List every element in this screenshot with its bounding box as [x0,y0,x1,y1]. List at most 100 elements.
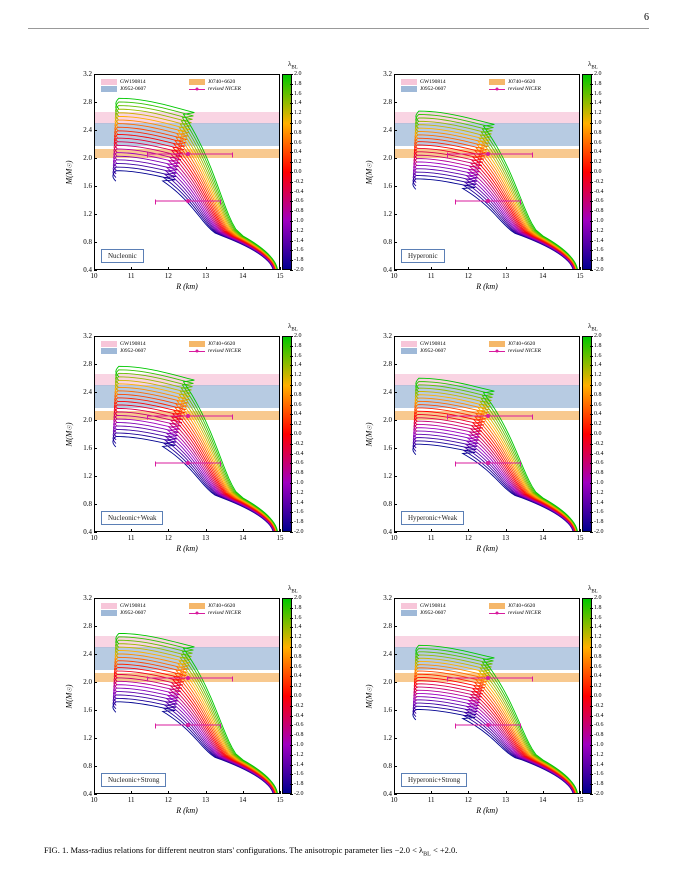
colorbar-tick-label: -1.8 [594,257,604,263]
mr-panel: λBLGW190814J0740+6620J0952-0607revised N… [60,320,330,568]
y-tick-label: 1.6 [78,706,92,714]
y-tick-label: 3.2 [378,70,392,78]
x-tick-label: 15 [277,796,284,804]
colorbar-tick-label: -1.0 [594,742,604,748]
legend-swatch [101,79,117,85]
colorbar-tick-label: 1.0 [594,382,602,388]
y-tick-label: 0.8 [378,500,392,508]
legend-label: J0952-0607 [120,610,146,616]
x-tick-label: 12 [165,534,172,542]
colorbar-tick-label: 1.6 [594,353,602,359]
y-tick-label: 0.4 [378,266,392,274]
colorbar-tick-label: 1.0 [294,382,302,388]
x-tick-label: 11 [128,796,135,804]
legend-swatch [401,86,417,92]
legend-item: revised NICER [189,86,273,92]
legend-marker-icon [489,610,505,616]
x-tick-label: 11 [428,534,435,542]
y-axis-label: M(M☉) [362,598,376,794]
colorbar-ticks: 2.01.81.61.41.21.00.80.60.40.20.0-0.2-0.… [294,598,322,794]
colorbar-tick-label: -1.6 [594,771,604,777]
x-tick-label: 14 [539,796,546,804]
y-tick-label: 0.4 [378,528,392,536]
legend-swatch [489,603,505,609]
legend-label: revised NICER [508,610,541,616]
legend-item: GW190814 [401,603,485,609]
plot-area: GW190814J0740+6620J0952-0607revised NICE… [94,336,280,532]
y-tick-label: 2.4 [378,126,392,134]
legend-label: J0952-0607 [120,348,146,354]
colorbar-tick-label: -0.8 [594,208,604,214]
colorbar-ticks: 2.01.81.61.41.21.00.80.60.40.20.0-0.2-0.… [294,74,322,270]
colorbar-tick-label: 0.6 [294,664,302,670]
y-tick-label: 1.2 [378,472,392,480]
colorbar-title: λBL [288,60,298,70]
y-tick-label: 0.4 [78,528,92,536]
colorbar-tick-label: -0.2 [594,179,604,185]
x-axis-label: R (km) [94,544,280,553]
colorbar-tick-label: 0.0 [294,693,302,699]
legend-label: J0740+6620 [208,603,235,609]
y-tick-label: 2.4 [378,388,392,396]
legend-item: revised NICER [489,86,573,92]
x-tick-label: 12 [465,796,472,804]
legend-item: GW190814 [401,341,485,347]
colorbar-tick-label: 0.6 [294,140,302,146]
legend-swatch [489,341,505,347]
x-tick-label: 13 [502,534,509,542]
legend-label: revised NICER [208,86,241,92]
nicer-point [486,461,490,465]
y-tick-label: 0.8 [78,238,92,246]
legend-swatch [401,610,417,616]
colorbar-tick-label: 0.6 [594,664,602,670]
plot-area: GW190814J0740+6620J0952-0607revised NICE… [394,598,580,794]
legend-label: GW190814 [420,79,446,85]
legend-swatch [101,86,117,92]
legend-label: J0952-0607 [420,86,446,92]
colorbar-tick-label: -0.8 [294,208,304,214]
header-rule [28,28,649,29]
y-axis-label: M(M☉) [62,598,76,794]
nicer-point [486,676,490,680]
legend: GW190814J0740+6620J0952-0607revised NICE… [401,603,573,617]
legend-item: J0740+6620 [189,603,273,609]
colorbar-tick-label: -0.4 [594,713,604,719]
legend-item: J0952-0607 [101,348,185,354]
colorbar-tick-label: 0.6 [594,140,602,146]
colorbar-tick-label: 0.8 [594,130,602,136]
y-tick-label: 0.4 [78,266,92,274]
plot-area: GW190814J0740+6620J0952-0607revised NICE… [94,74,280,270]
x-tick-label: 11 [428,796,435,804]
colorbar-tick-label: 0.2 [294,159,302,165]
legend-swatch [401,603,417,609]
legend-item: J0740+6620 [489,603,573,609]
nicer-point [186,676,190,680]
colorbar-tick-label: 0.4 [594,673,602,679]
y-tick-label: 1.6 [78,182,92,190]
colorbar-tick-label: 1.0 [594,644,602,650]
colorbar-tick-label: 1.2 [294,110,302,116]
colorbar-tick-label: -0.6 [594,722,604,728]
legend-label: GW190814 [120,341,146,347]
colorbar-tick-label: -0.4 [594,451,604,457]
y-tick-label: 2.0 [378,416,392,424]
y-tick-label: 2.4 [378,650,392,658]
colorbar-tick-label: 0.2 [294,683,302,689]
y-tick-label: 2.8 [78,98,92,106]
legend-swatch [189,603,205,609]
colorbar-tick-label: -1.0 [294,742,304,748]
colorbar-tick-label: -1.0 [294,480,304,486]
legend: GW190814J0740+6620J0952-0607revised NICE… [101,79,273,93]
colorbar-tick-label: 2.0 [594,71,602,77]
nicer-point [486,723,490,727]
colorbar-tick-label: 0.8 [594,392,602,398]
y-tick-label: 2.8 [378,622,392,630]
y-tick-label: 2.4 [78,388,92,396]
panel-label: Hyperonic [401,249,445,263]
legend: GW190814J0740+6620J0952-0607revised NICE… [101,341,273,355]
colorbar-tick-label: -1.2 [594,228,604,234]
colorbar-tick-label: -1.2 [594,752,604,758]
colorbar-tick-label: -1.4 [594,238,604,244]
colorbar-tick-label: -1.2 [294,228,304,234]
colorbar-tick-label: -0.2 [294,179,304,185]
